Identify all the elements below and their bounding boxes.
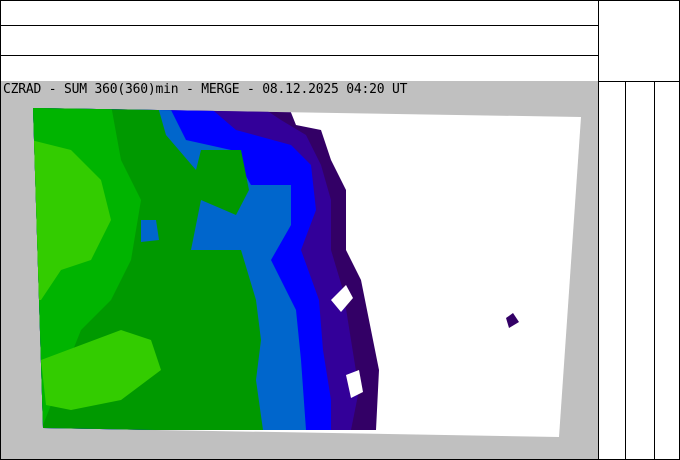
header-row-3 xyxy=(0,55,599,82)
light-green-area xyxy=(33,140,111,300)
header-row-1 xyxy=(0,0,599,26)
radar-map[interactable]: CZRAD - SUM 360(360)min - MERGE - 08.12.… xyxy=(0,81,599,460)
steel-blue-patch xyxy=(141,220,159,242)
header-row-2 xyxy=(0,25,599,56)
legend-column-1 xyxy=(598,81,626,460)
legend-column-2 xyxy=(625,81,655,460)
dark-purple-speck xyxy=(506,313,519,328)
legend-column-3 xyxy=(654,81,680,460)
no-precip-hole xyxy=(346,370,363,398)
light-green-area xyxy=(41,330,161,410)
map-title: CZRAD - SUM 360(360)min - MERGE - 08.12.… xyxy=(3,82,408,97)
no-precip-hole xyxy=(331,285,353,312)
radar-image xyxy=(33,108,581,437)
header-side-panel xyxy=(598,0,680,82)
